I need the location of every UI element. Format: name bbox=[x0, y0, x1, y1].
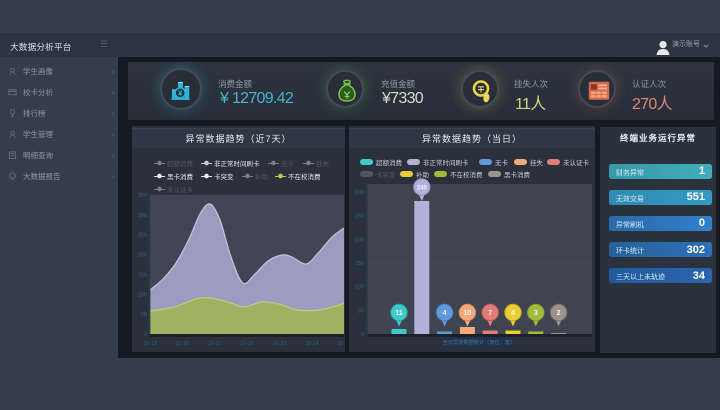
svg-text:10-21: 10-21 bbox=[208, 341, 222, 347]
svg-text:350: 350 bbox=[138, 193, 147, 199]
svg-text:10-19: 10-19 bbox=[143, 341, 157, 347]
svg-text:10-25: 10-25 bbox=[337, 341, 345, 347]
svg-text:10-20: 10-20 bbox=[175, 341, 189, 347]
svg-text:0: 0 bbox=[144, 332, 147, 338]
svg-text:2: 2 bbox=[557, 310, 561, 317]
svg-text:11: 11 bbox=[395, 310, 403, 317]
svg-text:10: 10 bbox=[464, 310, 472, 317]
svg-text:10-24: 10-24 bbox=[305, 341, 319, 347]
svg-text:250: 250 bbox=[355, 214, 364, 220]
svg-text:0: 0 bbox=[361, 332, 364, 338]
svg-text:4: 4 bbox=[511, 310, 515, 317]
svg-text:4: 4 bbox=[443, 310, 447, 317]
svg-text:7: 7 bbox=[488, 310, 492, 317]
svg-text:10-22: 10-22 bbox=[240, 341, 254, 347]
svg-text:250: 250 bbox=[138, 233, 147, 239]
svg-text:¥: ¥ bbox=[178, 89, 183, 98]
svg-text:200: 200 bbox=[355, 237, 364, 243]
svg-text:100: 100 bbox=[355, 285, 364, 291]
svg-text:300: 300 bbox=[138, 213, 147, 219]
svg-text:10-23: 10-23 bbox=[272, 341, 286, 347]
svg-text:100: 100 bbox=[138, 292, 147, 298]
svg-text:3: 3 bbox=[534, 310, 538, 317]
svg-text:240: 240 bbox=[417, 185, 428, 191]
svg-text:200: 200 bbox=[138, 253, 147, 259]
svg-text:150: 150 bbox=[355, 261, 364, 267]
svg-text:300: 300 bbox=[355, 190, 364, 196]
svg-text:50: 50 bbox=[358, 308, 364, 314]
svg-text:50: 50 bbox=[141, 312, 147, 318]
svg-text:150: 150 bbox=[138, 272, 147, 278]
svg-text:当日异常数据统计（单位：笔）: 当日异常数据统计（单位：笔） bbox=[443, 338, 516, 346]
